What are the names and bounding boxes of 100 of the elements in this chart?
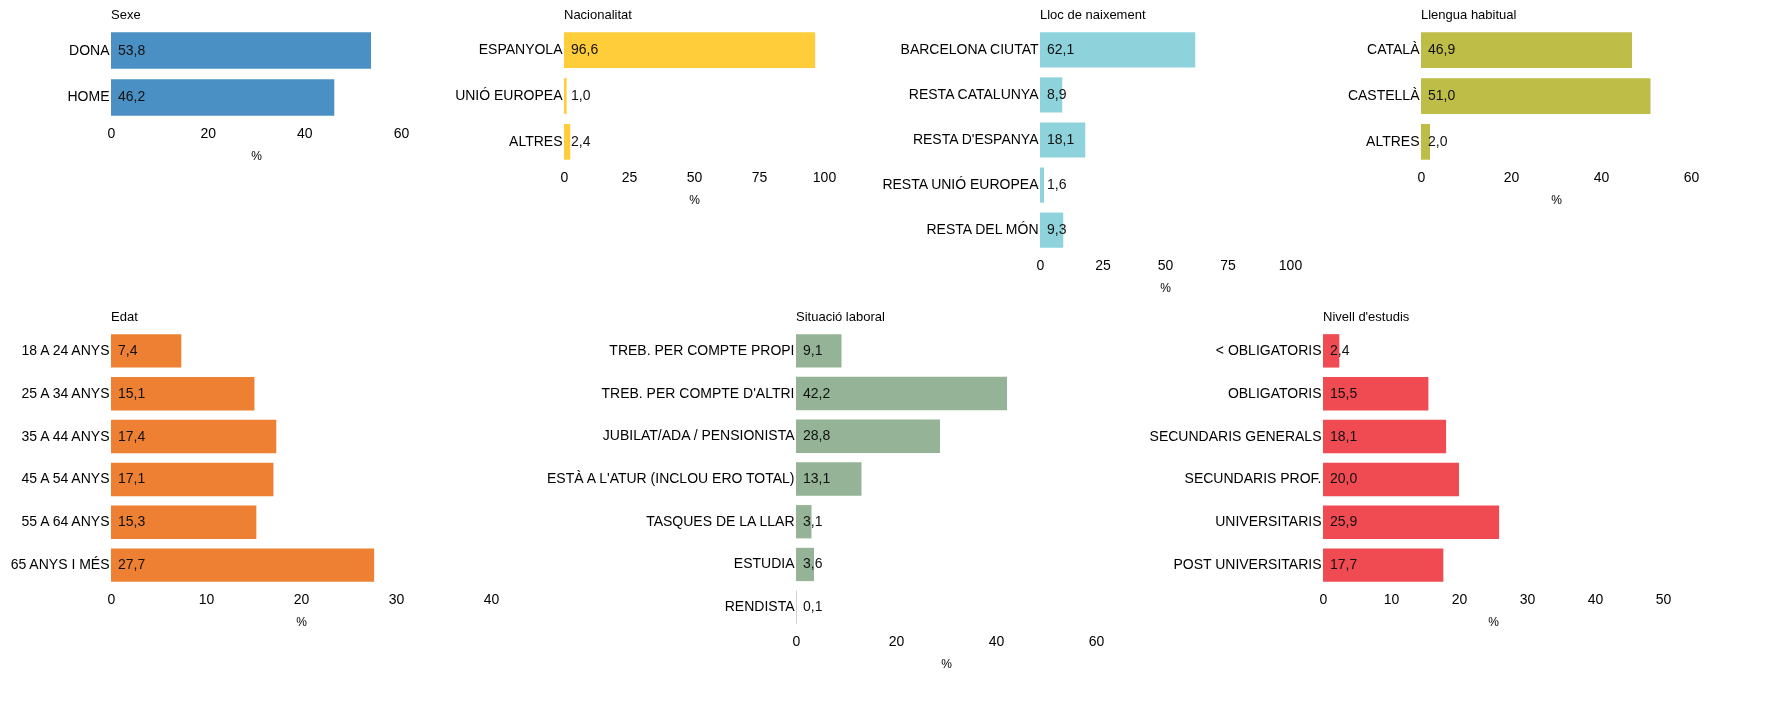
y-tick-label: TREB. PER COMPTE PROPI [609,341,795,358]
bar [564,123,571,160]
data-label: 17,1 [118,470,146,487]
data-label: 2,4 [571,132,591,149]
data-label: 96,6 [571,41,599,58]
y-tick-label: UNIVERSITARIS [1215,513,1322,530]
data-label: 17,7 [1330,556,1358,573]
x-axis-title: % [296,614,308,629]
x-axis-title: % [941,656,953,671]
y-tick-label: 25 A 34 ANYS [21,384,110,401]
x-tick-label: 20 [888,632,905,649]
x-tick-label: 75 [1220,256,1236,273]
chart-title: Nacionalitat [564,7,633,22]
x-tick-label: 20 [293,590,310,607]
data-label: 1,6 [1047,176,1067,193]
data-label: 13,1 [803,470,831,486]
x-tick-label: 60 [1683,168,1700,185]
chart-title: Lloc de naixement [1040,7,1146,22]
data-label: 2,4 [1330,341,1350,358]
data-label: 62,1 [1047,40,1075,57]
bar [1323,462,1459,497]
data-label: 17,4 [118,427,146,444]
y-tick-label: 35 A 44 ANYS [21,427,110,444]
bar [1323,377,1429,411]
y-tick-label: BARCELONA CIUTAT [900,40,1039,57]
x-tick-label: 100 [1278,256,1303,273]
y-tick-label: RESTA DEL MÓN [926,221,1039,238]
x-tick-label: 0 [1319,590,1328,607]
bar [1323,505,1500,539]
x-axis-title: % [689,192,701,207]
data-label: 20,0 [1330,470,1358,487]
data-label: 42,2 [803,384,831,401]
data-label: 46,9 [1428,41,1456,58]
x-tick-label: 20 [1451,590,1468,607]
y-tick-label: TREB. PER COMPTE D'ALTRI [601,384,795,401]
x-tick-label: 40 [1587,590,1604,607]
data-label: 15,1 [118,384,146,401]
x-tick-label: 75 [751,168,768,185]
x-tick-label: 40 [988,632,1005,649]
x-tick-label: 20 [200,124,217,141]
bar [564,78,567,114]
y-tick-label: ALTRES [1366,132,1420,149]
bar [796,462,862,496]
x-axis-title: % [1160,280,1172,295]
data-label: 18,1 [1047,131,1075,147]
x-tick-label: 0 [107,124,116,141]
y-tick-label: UNIÓ EUROPEA [455,87,564,103]
bar [1323,419,1447,454]
y-tick-label: RESTA CATALUNYA [908,85,1040,102]
y-tick-label: SECUNDARIS GENERALS [1149,427,1322,444]
x-tick-label: 60 [1088,632,1105,649]
bar [111,377,255,411]
data-label: 15,3 [118,513,146,530]
x-tick-label: 60 [393,124,410,141]
bar [1040,167,1044,203]
x-tick-label: 0 [1036,256,1045,273]
bar [111,462,274,497]
bar [111,334,182,368]
y-tick-label: CATALÀ [1367,41,1421,58]
x-tick-label: 20 [1503,168,1520,185]
bar [796,419,940,453]
bar [111,419,277,454]
chart-title: Nivell d'estudis [1323,309,1410,324]
data-label: 27,7 [118,556,146,573]
bar [1323,548,1444,582]
x-axis-title: % [1488,614,1500,629]
bar [796,376,1007,411]
y-tick-label: 18 A 24 ANYS [21,341,110,358]
data-label: 1,0 [571,87,591,103]
x-tick-label: 10 [198,590,215,607]
data-label: 46,2 [118,88,146,105]
x-tick-label: 50 [1655,590,1672,607]
bar [111,505,257,539]
data-label: 51,0 [1428,87,1456,103]
y-tick-label: POST UNIVERSITARIS [1173,556,1322,573]
x-tick-label: 40 [483,590,500,607]
x-tick-label: 30 [1519,590,1536,607]
bar [796,334,842,368]
y-tick-label: HOME [67,88,110,105]
x-tick-label: 50 [1157,256,1174,273]
y-tick-label: ESTUDIA [733,555,796,572]
y-tick-label: 45 A 54 ANYS [21,470,110,487]
y-tick-label: DONA [69,41,111,58]
x-axis-title: % [1551,192,1563,207]
y-tick-label: TASQUES DE LA LLAR [646,512,795,529]
y-tick-label: RESTA D'ESPANYA [912,131,1040,147]
data-label: 9,1 [803,341,823,358]
y-tick-label: CASTELLÀ [1347,87,1421,103]
data-label: 28,8 [803,427,831,444]
data-label: 3,1 [803,512,823,529]
x-tick-label: 30 [388,590,405,607]
bar [1040,32,1196,68]
chart-title: Sexe [111,7,141,22]
x-tick-label: 100 [812,168,837,185]
data-label: 15,5 [1330,384,1358,401]
bar [1421,78,1651,114]
y-tick-label: < OBLIGATORIS [1215,341,1322,358]
bar [1421,123,1430,160]
data-label: 0,1 [803,598,823,615]
y-tick-label: RESTA UNIÓ EUROPEA [882,176,1040,193]
